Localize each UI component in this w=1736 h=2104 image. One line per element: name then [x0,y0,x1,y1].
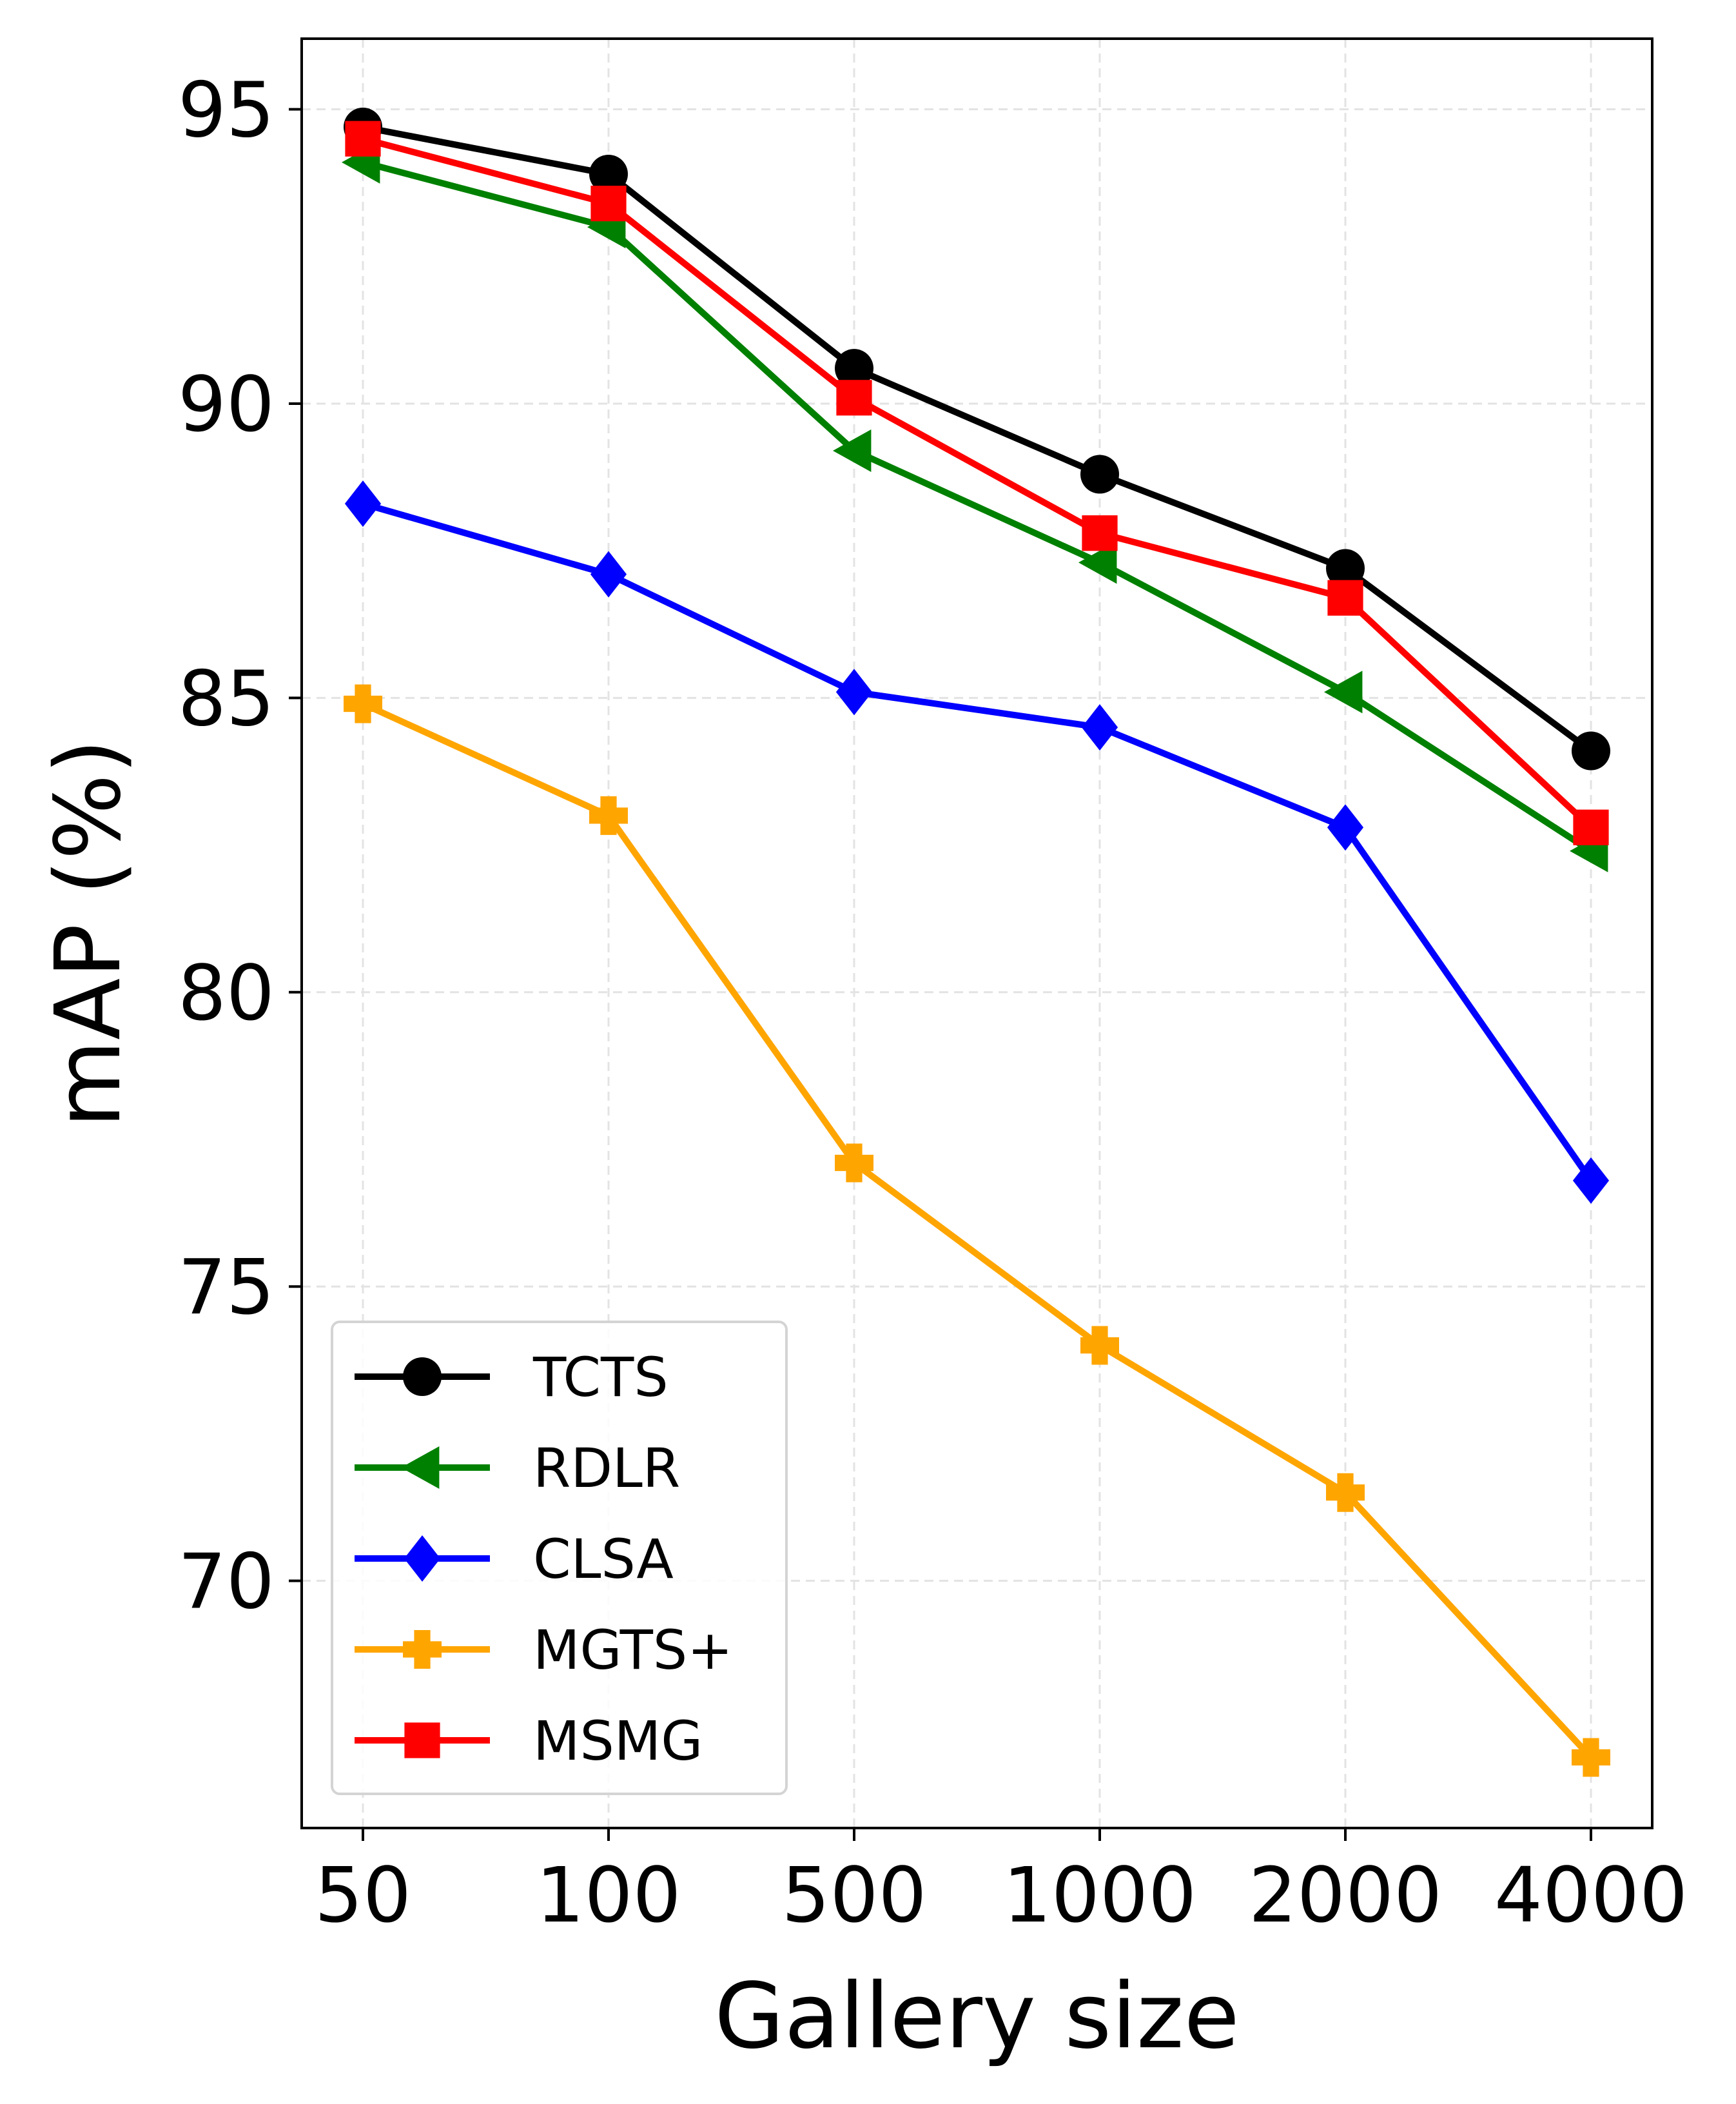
data-point [589,796,628,835]
x-tick-label: 500 [781,1851,926,1940]
y-tick-label: 95 [178,66,275,155]
data-point [1080,1326,1119,1365]
legend-label: MSMG [533,1709,703,1773]
legend-label: RDLR [533,1437,680,1500]
series-layer [342,107,1610,1777]
data-point [589,154,628,193]
data-point [1327,804,1364,851]
data-point [1327,580,1363,616]
series-line [362,135,1594,830]
legend-item-MGTS+: MGTS+ [355,1618,733,1682]
series-MSMG [345,121,1609,845]
legend-item-CLSA: CLSA [355,1528,674,1591]
data-point [1081,704,1118,751]
y-tick-label: 70 [178,1537,275,1626]
data-point [836,380,872,416]
legend-item-MSMG: MSMG [355,1709,703,1773]
y-tick-label: 85 [178,654,275,743]
data-point [590,551,627,598]
data-point [590,185,627,222]
series-CLSA [344,480,1610,1204]
x-tick-label: 50 [315,1851,411,1940]
legend-marker [401,1446,440,1489]
tick-layer: 50 100 500 1000 2000 4000 70 75 80 85 90 95 [178,66,1688,1940]
data-point [1078,541,1117,584]
data-point [833,429,872,472]
data-point [1080,455,1119,494]
series-line [361,700,1594,1760]
legend-label: MGTS+ [533,1618,733,1682]
data-point [1326,1473,1365,1512]
legend-item-TCTS: TCTS [355,1346,668,1409]
data-point [1572,1738,1610,1777]
legend: TCTS RDLR CLSA MGTS+ MSMG [331,1321,788,1795]
data-point [1082,515,1118,551]
data-point [835,669,873,716]
series-RDLR [342,141,1608,872]
legend-marker [403,1357,442,1396]
legend-marker [404,1535,441,1582]
data-point [1572,731,1610,771]
data-point [835,1143,873,1183]
legend-item-RDLR: RDLR [355,1437,680,1500]
data-point [1573,809,1609,845]
legend-marker [404,1722,440,1758]
x-tick-label: 1000 [1003,1851,1196,1940]
x-tick-label: 100 [536,1851,681,1940]
y-tick-label: 75 [178,1243,275,1332]
data-point [1326,549,1365,588]
x-tick-label: 4000 [1494,1851,1688,1940]
series-MGTS+ [344,684,1610,1777]
data-point [1324,671,1363,714]
legend-marker [403,1630,442,1669]
data-point [344,480,382,527]
series-line [362,124,1593,754]
data-point [1572,1157,1610,1204]
legend-label: CLSA [533,1528,674,1591]
y-tick-label: 80 [178,949,275,1037]
data-point [345,121,381,157]
series-line [362,500,1594,1183]
legend-box [331,1321,788,1795]
x-tick-label: 2000 [1249,1851,1442,1940]
data-point [835,349,873,388]
legend-label: TCTS [532,1346,668,1409]
data-point [344,684,382,723]
series-line [362,159,1593,854]
y-axis-label: mAP (%) [36,739,141,1128]
plot-frame [300,37,1653,1829]
x-axis-label: Gallery size [714,1964,1240,2069]
y-tick-label: 90 [178,360,275,449]
